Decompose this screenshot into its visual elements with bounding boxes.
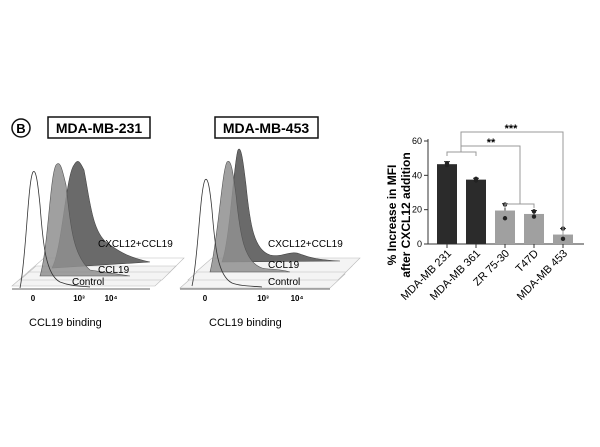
- tick-label: 0: [203, 294, 208, 303]
- x-axis-label: CCL19 binding: [209, 317, 282, 329]
- histogram-title-box: [47, 116, 151, 139]
- histogram-mda-mb-453: MDA-MB-453 CXCL12+CCL19 CCL19 Control 0 …: [179, 116, 361, 329]
- y-tick-label: 40: [412, 170, 422, 180]
- significance-label: **: [487, 137, 496, 149]
- data-point: [473, 176, 479, 181]
- group-bracket: [504, 203, 535, 208]
- data-point: [502, 216, 508, 221]
- trace-ccl19: [209, 161, 291, 273]
- bar: [495, 210, 515, 244]
- group-bracket: [446, 151, 477, 156]
- y-tick-label: 0: [417, 239, 422, 249]
- tick-label: 0: [31, 294, 36, 303]
- histogram-title: MDA-MB-453: [223, 120, 310, 136]
- y-tick-label: 60: [412, 136, 422, 146]
- panel-label-text: B: [16, 121, 25, 136]
- significance-bracket: [460, 131, 564, 236]
- data-point: [560, 236, 566, 242]
- series-label: CXCL12+CCL19: [268, 239, 343, 250]
- series-label: Control: [72, 277, 104, 288]
- y-axis-label: % Increase in MFI: [385, 165, 399, 266]
- data-point: [531, 214, 537, 219]
- trace-cxcl12-ccl19: [221, 148, 341, 263]
- significance-bracket: [460, 145, 521, 204]
- tick-label: 10⁴: [291, 294, 304, 303]
- histogram-title-box: [214, 116, 319, 139]
- trace-control: [191, 178, 263, 288]
- series-label: CXCL12+CCL19: [98, 239, 173, 250]
- panel-label-circle: [11, 118, 31, 138]
- tick-label: 10⁴: [105, 294, 118, 303]
- data-point: [444, 162, 450, 168]
- series-label: CCL19: [98, 265, 130, 276]
- tick-label: 10³: [257, 294, 269, 303]
- bar-chart: % Increase in MFI after CXCL12 addition …: [385, 123, 584, 303]
- bar: [437, 164, 457, 244]
- x-axis-label: CCL19 binding: [29, 317, 102, 329]
- panel-label: B: [11, 118, 31, 138]
- data-point: [531, 209, 537, 214]
- y-axis-label: after CXCL12 addition: [399, 152, 413, 277]
- histogram-mda-mb-231: MDA-MB-231 CXCL12+CCL19 CCL19 Control 0 …: [11, 116, 185, 329]
- y-tick-label: 20: [412, 205, 422, 215]
- trace-control: [19, 171, 91, 289]
- tick-label: 10³: [73, 294, 85, 303]
- bar: [466, 179, 486, 244]
- trace-ccl19: [39, 163, 131, 277]
- bar: [524, 213, 544, 244]
- series-label: Control: [268, 277, 300, 288]
- significance-label: ***: [505, 123, 519, 135]
- series-label: CCL19: [268, 260, 300, 271]
- histogram-title: MDA-MB-231: [56, 120, 143, 136]
